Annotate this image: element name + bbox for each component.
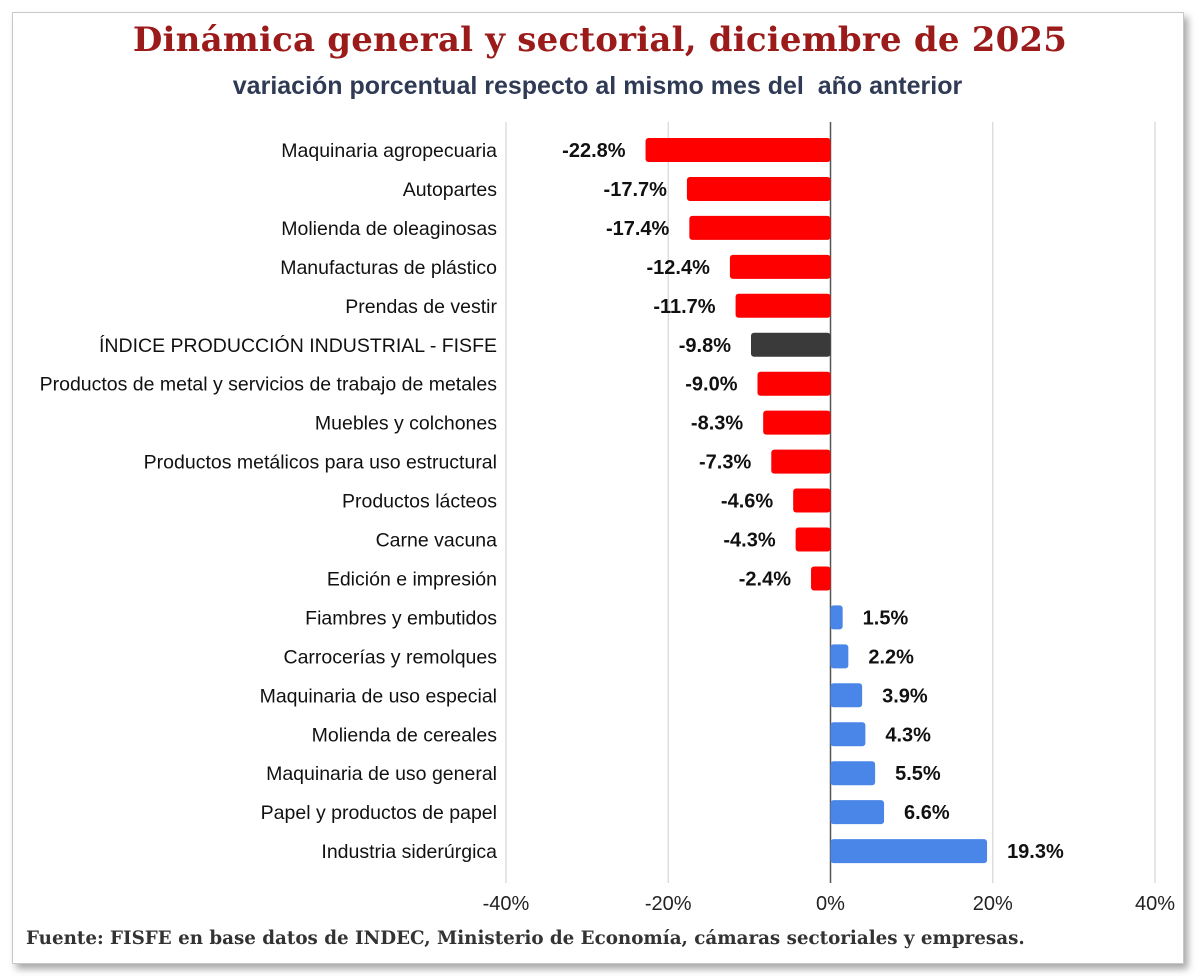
bar [830,644,849,669]
category-label: Maquinaria de uso general [266,763,497,785]
value-label: -2.4% [739,568,791,590]
value-label: -17.7% [604,179,668,201]
value-label: -4.6% [721,491,773,513]
bar [830,683,863,708]
chart-subtitle: variación porcentual respecto al mismo m… [232,72,963,100]
value-label: 2.2% [868,646,914,668]
value-label: 4.3% [885,724,931,746]
x-tick-label: 40% [1135,893,1175,915]
bar [750,332,831,357]
bar [830,839,988,864]
bar [757,371,831,396]
value-label: -12.4% [647,257,711,279]
value-label: 3.9% [882,685,928,707]
value-label: 19.3% [1007,841,1064,863]
value-label: -11.7% [653,296,715,318]
bar [811,566,831,591]
value-label: -8.3% [691,413,743,435]
value-label: -4.3% [723,530,775,552]
category-label: ÍNDICE PRODUCCIÓN INDUSTRIAL - FISFE [99,334,497,357]
bar [771,449,831,474]
bar [689,215,831,240]
bar [793,488,831,513]
chart-frame [12,12,1184,964]
category-label: Autopartes [403,179,498,201]
value-label: -7.3% [699,452,751,474]
bar [763,410,831,435]
bar [830,605,843,630]
x-tick-label: 20% [973,893,1013,915]
bar [830,761,876,786]
x-tick-label: 0% [816,893,845,915]
bar [795,527,831,552]
x-tick-label: -40% [483,893,530,915]
category-label: Maquinaria agropecuaria [281,140,497,162]
category-label: Productos lácteos [342,491,497,513]
bar [645,138,831,162]
category-label: Fiambres y embutidos [305,607,497,629]
value-label: 1.5% [863,607,909,629]
value-label: -9.8% [679,335,731,357]
category-label: Carrocerías y remolques [284,646,498,668]
category-label: Molienda de cereales [312,724,498,746]
category-label: Productos metálicos para uso estructural [144,452,497,474]
category-label: Edición e impresión [327,568,497,590]
value-label: -9.0% [685,374,737,396]
bar [735,293,831,318]
category-label: Maquinaria de uso especial [260,685,497,707]
category-label: Industria siderúrgica [321,841,497,863]
category-label: Muebles y colchones [315,413,497,435]
category-label: Productos de metal y servicios de trabaj… [40,374,498,396]
bar [686,176,831,201]
category-label: Molienda de oleaginosas [281,218,497,240]
category-label: Papel y productos de papel [261,802,497,824]
chart-title: Dinámica general y sectorial, diciembre … [132,20,1068,60]
source-note: Fuente: FISFE en base datos de INDEC, Mi… [26,928,1025,949]
value-label: 6.6% [904,802,950,824]
value-label: -17.4% [606,218,670,240]
category-label: Prendas de vestir [345,296,497,318]
bar [830,800,885,825]
value-label: 5.5% [895,763,941,785]
category-label: Manufacturas de plástico [280,257,497,279]
bar [830,722,866,747]
x-tick-label: -20% [645,893,692,915]
bar [729,254,831,279]
category-label: Carne vacuna [376,530,498,552]
value-label: -22.8% [562,140,626,162]
